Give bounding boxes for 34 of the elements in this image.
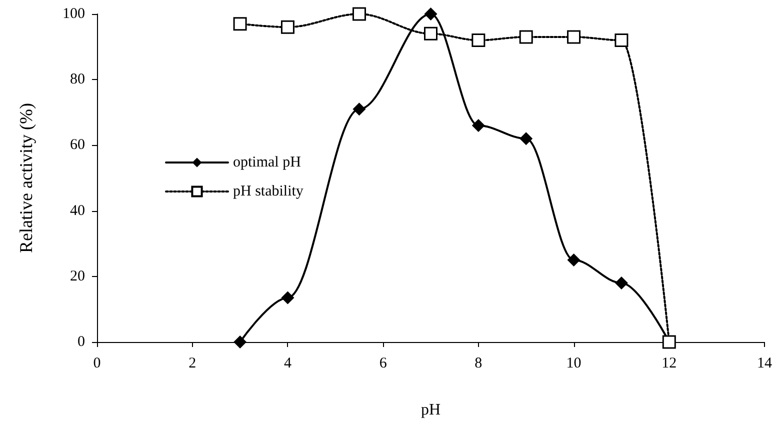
point: [472, 33, 486, 47]
point: [234, 336, 247, 348]
point: [520, 132, 533, 146]
x-tick-label: 4: [284, 356, 292, 372]
y-tick-label: 60: [70, 137, 85, 154]
y-axis-title: Relative activity (%): [16, 103, 36, 253]
point: [281, 291, 294, 304]
legend-label: optimal pH: [233, 154, 302, 170]
point: [424, 26, 438, 40]
x-tick-label: 2: [188, 356, 196, 372]
y-tick-label: 0: [78, 334, 85, 350]
x-tick-label: 12: [662, 356, 677, 372]
point: [352, 7, 366, 21]
x-tick-label: 10: [566, 356, 582, 372]
point: [614, 276, 628, 290]
x-tick-label: 14: [757, 356, 772, 372]
point: [280, 20, 294, 34]
point: [472, 119, 485, 132]
point: [233, 17, 247, 31]
y-tick-label: 100: [62, 6, 85, 22]
point: [567, 30, 581, 44]
x-tick-label: 6: [379, 356, 388, 372]
y-tick-label: 40: [70, 202, 85, 219]
y-tick-label: 80: [70, 72, 85, 88]
point: [519, 30, 533, 44]
legend-label: pH stability: [233, 184, 304, 200]
point: [614, 33, 628, 47]
point: [424, 8, 438, 20]
point: [567, 254, 580, 266]
x-axis-title: pH: [420, 402, 441, 418]
point: [352, 102, 366, 116]
x-tick-label: 0: [93, 356, 101, 372]
y-tick-label: 20: [70, 268, 85, 284]
x-tick-label: 8: [474, 356, 482, 372]
